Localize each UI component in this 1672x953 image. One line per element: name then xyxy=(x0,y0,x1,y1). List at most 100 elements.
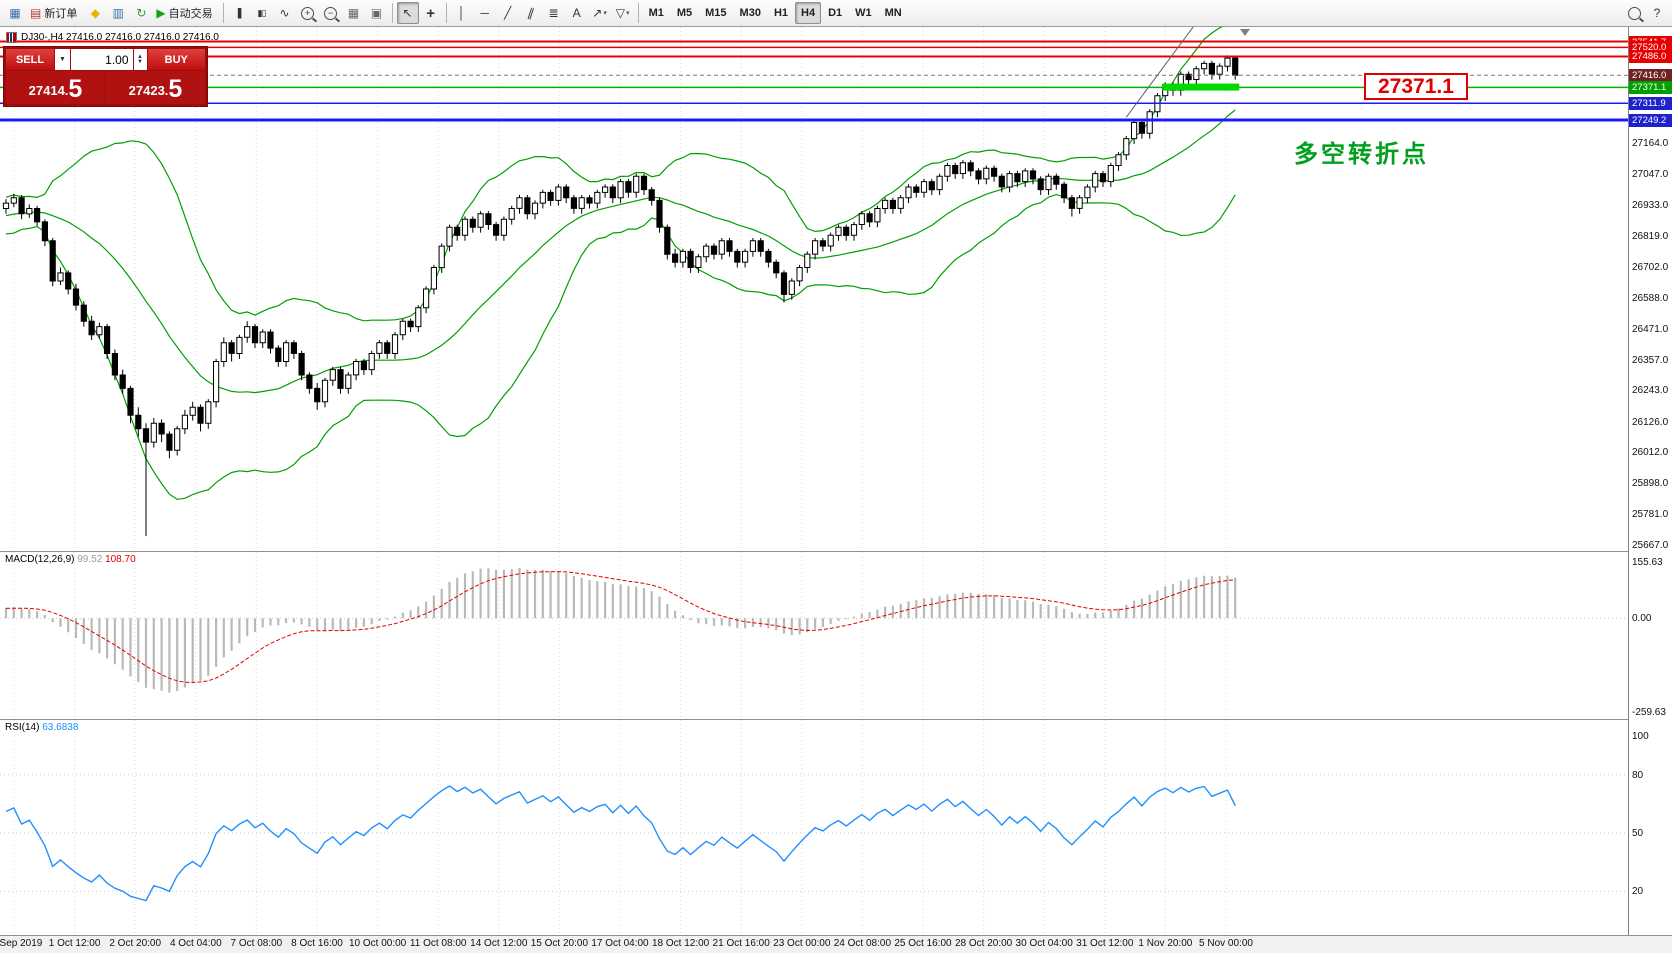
sell-price[interactable]: 27414. 5 xyxy=(6,71,105,104)
text-icon: A xyxy=(572,6,581,20)
toolbar-separator xyxy=(391,3,393,23)
bollinger-band xyxy=(5,109,1236,394)
price-axis-label: 25667.0 xyxy=(1632,539,1669,551)
price-axis-label: 27164.0 xyxy=(1632,137,1669,149)
time-axis-label: 11 Oct 08:00 xyxy=(409,938,467,949)
refresh-icon-icon: ↻ xyxy=(136,6,147,20)
bollinger-band xyxy=(5,193,1236,500)
time-axis-label: 18 Oct 12:00 xyxy=(651,938,710,949)
new-chart-button[interactable]: ▦ xyxy=(4,2,26,24)
timeframe-d1[interactable]: D1 xyxy=(822,2,848,24)
main-chart[interactable] xyxy=(0,27,1628,551)
timeframe-m1[interactable]: M1 xyxy=(643,2,670,24)
search-button[interactable] xyxy=(1623,2,1645,24)
market-watch-icon[interactable]: ▥ xyxy=(107,2,129,24)
chevron-down-icon: ▾ xyxy=(603,10,607,17)
macd-panel[interactable] xyxy=(0,552,1628,719)
tile-windows-icon: ▣ xyxy=(370,6,383,20)
arrows-button[interactable]: ↗ ▾ xyxy=(589,2,611,24)
mql-community-icon-icon: ◆ xyxy=(90,6,100,20)
crosshair-icon: + xyxy=(426,4,435,22)
buy-price[interactable]: 27423. 5 xyxy=(106,71,205,104)
line-chart-mode-button[interactable]: ∿ xyxy=(274,2,296,24)
time-axis-label: 28 Oct 20:00 xyxy=(954,938,1013,949)
panel-separator[interactable] xyxy=(0,719,1672,720)
mql-community-icon[interactable]: ◆ xyxy=(84,2,106,24)
time-axis[interactable]: 30 Sep 2019 1 Oct 12:00 2 Oct 20:00 4 Oct 0… xyxy=(0,935,1672,953)
horizontal-line-button[interactable]: ─ xyxy=(474,2,496,24)
tile-windows-button[interactable]: ▣ xyxy=(366,2,388,24)
time-axis-label: 10 Oct 00:00 xyxy=(348,938,407,949)
shapes-button[interactable]: ▽ ▾ xyxy=(612,2,634,24)
time-axis-label: 5 Nov 00:00 xyxy=(1199,938,1253,949)
new-order-button-label: 新订单 xyxy=(44,8,78,20)
toolbar-separator xyxy=(637,3,639,23)
refresh-icon[interactable]: ↻ xyxy=(130,2,152,24)
price-axis-label: 26471.0 xyxy=(1632,324,1669,336)
sell-button[interactable]: SELL xyxy=(6,49,54,70)
price-axis-label: 26819.0 xyxy=(1632,230,1669,242)
timeframe-h4[interactable]: H4 xyxy=(795,2,822,24)
volume-stepper[interactable]: ▲ ▼ xyxy=(133,49,147,70)
volume-dropdown[interactable]: ▼ xyxy=(55,49,70,70)
text-button[interactable]: A xyxy=(566,2,588,24)
symbol-header: DJ30-,H4 27416.0 27416.0 27416.0 27416.0 xyxy=(6,32,219,43)
trendline-button[interactable]: ╱ xyxy=(497,2,519,24)
price-axis-label: 26243.0 xyxy=(1632,385,1669,397)
price-axis-label: 25898.0 xyxy=(1632,477,1669,489)
vertical-line-button[interactable]: │ xyxy=(451,2,473,24)
timeframe-m5[interactable]: M5 xyxy=(671,2,698,24)
bar-chart-mode-button[interactable]: ||| xyxy=(228,2,250,24)
panel-separator[interactable] xyxy=(0,551,1672,552)
volume-input[interactable]: 1.00 xyxy=(71,49,133,70)
timeframe-m30[interactable]: M30 xyxy=(734,2,767,24)
rsi-axis-label: 50 xyxy=(1632,828,1644,839)
rsi-label: RSI(14) 63.6838 xyxy=(5,722,79,733)
channel-icon: ∥ xyxy=(525,5,536,21)
help-icon: ? xyxy=(1653,6,1661,20)
cursor-icon: ↖ xyxy=(402,6,413,20)
timeframe-m15[interactable]: M15 xyxy=(699,2,732,24)
time-axis-label: 7 Oct 08:00 xyxy=(230,938,283,949)
candlestick-mode-button[interactable]: ▮▯ xyxy=(251,2,273,24)
price-tag: 27371.1 xyxy=(1629,81,1672,95)
rsi-panel[interactable] xyxy=(0,720,1628,935)
price-axis-label: 26126.0 xyxy=(1632,416,1669,428)
zoom-in-button[interactable]: + xyxy=(297,2,319,24)
zoom-out-icon: − xyxy=(324,6,338,20)
new-order-button[interactable]: ▤ 新订单 xyxy=(27,2,83,24)
toolbar-separator xyxy=(222,3,224,23)
time-axis-label: 15 Oct 20:00 xyxy=(530,938,589,949)
vertical-line-icon: │ xyxy=(457,6,466,20)
price-callout[interactable]: 27371.1 xyxy=(1364,73,1468,100)
time-axis-label: 31 Oct 12:00 xyxy=(1076,938,1134,949)
toolbar-separator xyxy=(445,3,447,23)
line-chart-mode-icon: ∿ xyxy=(279,6,290,20)
timeframe-h1[interactable]: H1 xyxy=(768,2,794,24)
buy-button[interactable]: BUY xyxy=(147,49,205,70)
timeframe-mn-label: MN xyxy=(884,7,902,19)
price-axis-label: 26012.0 xyxy=(1632,447,1669,459)
highlight-bar xyxy=(1162,83,1240,91)
autotrade-icon: ▶ xyxy=(156,6,166,20)
timeframe-m30-label: M30 xyxy=(739,7,761,19)
zoom-out-button[interactable]: − xyxy=(320,2,342,24)
cursor-button[interactable]: ↖ xyxy=(396,2,419,24)
autotrade-button[interactable]: ▶ 自动交易 xyxy=(153,2,218,24)
timeframe-mn[interactable]: MN xyxy=(879,2,908,24)
time-axis-label: 21 Oct 16:00 xyxy=(712,938,770,949)
channel-button[interactable]: ∥ xyxy=(520,2,542,24)
macd-axis-label: -259.63 xyxy=(1632,707,1666,718)
fibonacci-button[interactable]: ≣ xyxy=(543,2,565,24)
help-button[interactable]: ? xyxy=(1646,2,1668,24)
timeframe-m5-label: M5 xyxy=(676,7,693,19)
price-axis-label: 25781.0 xyxy=(1632,509,1669,521)
price-axis[interactable]: 27164.0 27047.0 26933.0 26819.0 26702.0 26588… xyxy=(1628,27,1672,935)
timeframe-m15-label: M15 xyxy=(705,7,727,19)
symbol-ohlc-text: DJ30-,H4 27416.0 27416.0 27416.0 27416.0 xyxy=(21,32,219,43)
crosshair-button[interactable]: + xyxy=(420,2,442,24)
chart-annotation[interactable]: 多空转折点 xyxy=(1294,141,1429,168)
timeframe-w1[interactable]: W1 xyxy=(849,2,878,24)
time-axis-label: 4 Oct 04:00 xyxy=(169,938,222,949)
grid-toggle-button[interactable]: ▦ xyxy=(343,2,365,24)
